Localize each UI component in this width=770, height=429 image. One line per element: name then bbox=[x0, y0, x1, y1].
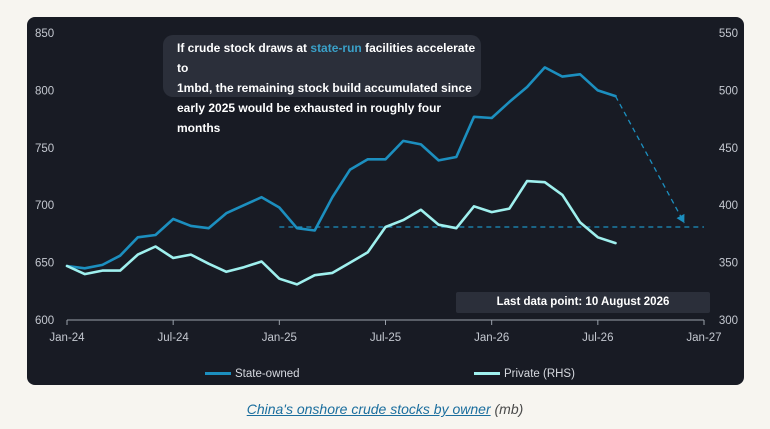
legend-swatch-state-owned bbox=[205, 372, 231, 376]
legend-item-state-owned: State-owned bbox=[205, 367, 300, 381]
y-left-tick-label: 650 bbox=[35, 258, 54, 270]
caption-unit: (mb) bbox=[494, 401, 524, 417]
chart-panel: Jan-24 Jul-24 Jan-25 Jul-25 Jan-26 Jul-26 Jan-… bbox=[27, 17, 744, 385]
legend-swatch-private bbox=[474, 372, 500, 376]
annotation-highlight: state-run bbox=[310, 41, 362, 55]
series-line-private bbox=[65, 179, 617, 286]
y-right-tick-label: 550 bbox=[719, 28, 738, 40]
y-left-tick-label: 800 bbox=[35, 85, 54, 97]
chart-svg: Jan-24 Jul-24 Jan-25 Jul-25 Jan-26 Jul-26 Jan-… bbox=[35, 28, 738, 344]
chart-caption: China's onshore crude stocks by owner (m… bbox=[0, 401, 770, 417]
legend-label-state-owned: State-owned bbox=[235, 368, 300, 380]
x-tick-label: Jan-24 bbox=[49, 332, 85, 344]
legend-label-private: Private (RHS) bbox=[504, 368, 575, 380]
y-right-tick-label: 500 bbox=[719, 85, 738, 97]
series-line-state-owned bbox=[65, 66, 617, 270]
projection-arrow-head bbox=[676, 213, 685, 224]
y-left-tick-label: 750 bbox=[35, 143, 54, 155]
annotation-line-2: 1mbd, the remaining stock build accumula… bbox=[177, 81, 472, 95]
last-data-point-label: Last data point: 10 August 2026 bbox=[456, 292, 710, 313]
projection-arrow-line bbox=[614, 95, 685, 224]
x-tick-label: Jan-27 bbox=[686, 332, 721, 344]
x-tick-label: Jan-26 bbox=[474, 332, 509, 344]
annotation-box: If crude stock draws at state-run facili… bbox=[163, 35, 481, 135]
annotation-line-1: If crude stock draws at state-run facili… bbox=[177, 38, 481, 78]
annotation-text: facilities accelerate to bbox=[177, 41, 476, 75]
x-tick-label: Jan-25 bbox=[262, 332, 297, 344]
legend-item-private: Private (RHS) bbox=[474, 367, 575, 381]
y-right-tick-label: 350 bbox=[719, 258, 738, 270]
y-right-tick-label: 450 bbox=[719, 143, 738, 155]
y-right-tick-label: 400 bbox=[719, 200, 738, 212]
y-left-tick-label: 700 bbox=[35, 200, 54, 212]
x-tick-label: Jul-24 bbox=[158, 332, 190, 344]
annotation-line-3: early 2025 would be exhausted in roughly… bbox=[177, 101, 442, 135]
y-right-tick-label: 300 bbox=[719, 315, 738, 327]
x-tick-label: Jul-25 bbox=[370, 332, 401, 344]
y-left-tick-label: 850 bbox=[35, 28, 54, 40]
y-left-tick-label: 600 bbox=[35, 315, 54, 327]
caption-link[interactable]: China's onshore crude stocks by owner bbox=[246, 401, 491, 417]
x-tick-label: Jul-26 bbox=[582, 332, 613, 344]
annotation-text: If crude stock draws at bbox=[177, 41, 311, 55]
